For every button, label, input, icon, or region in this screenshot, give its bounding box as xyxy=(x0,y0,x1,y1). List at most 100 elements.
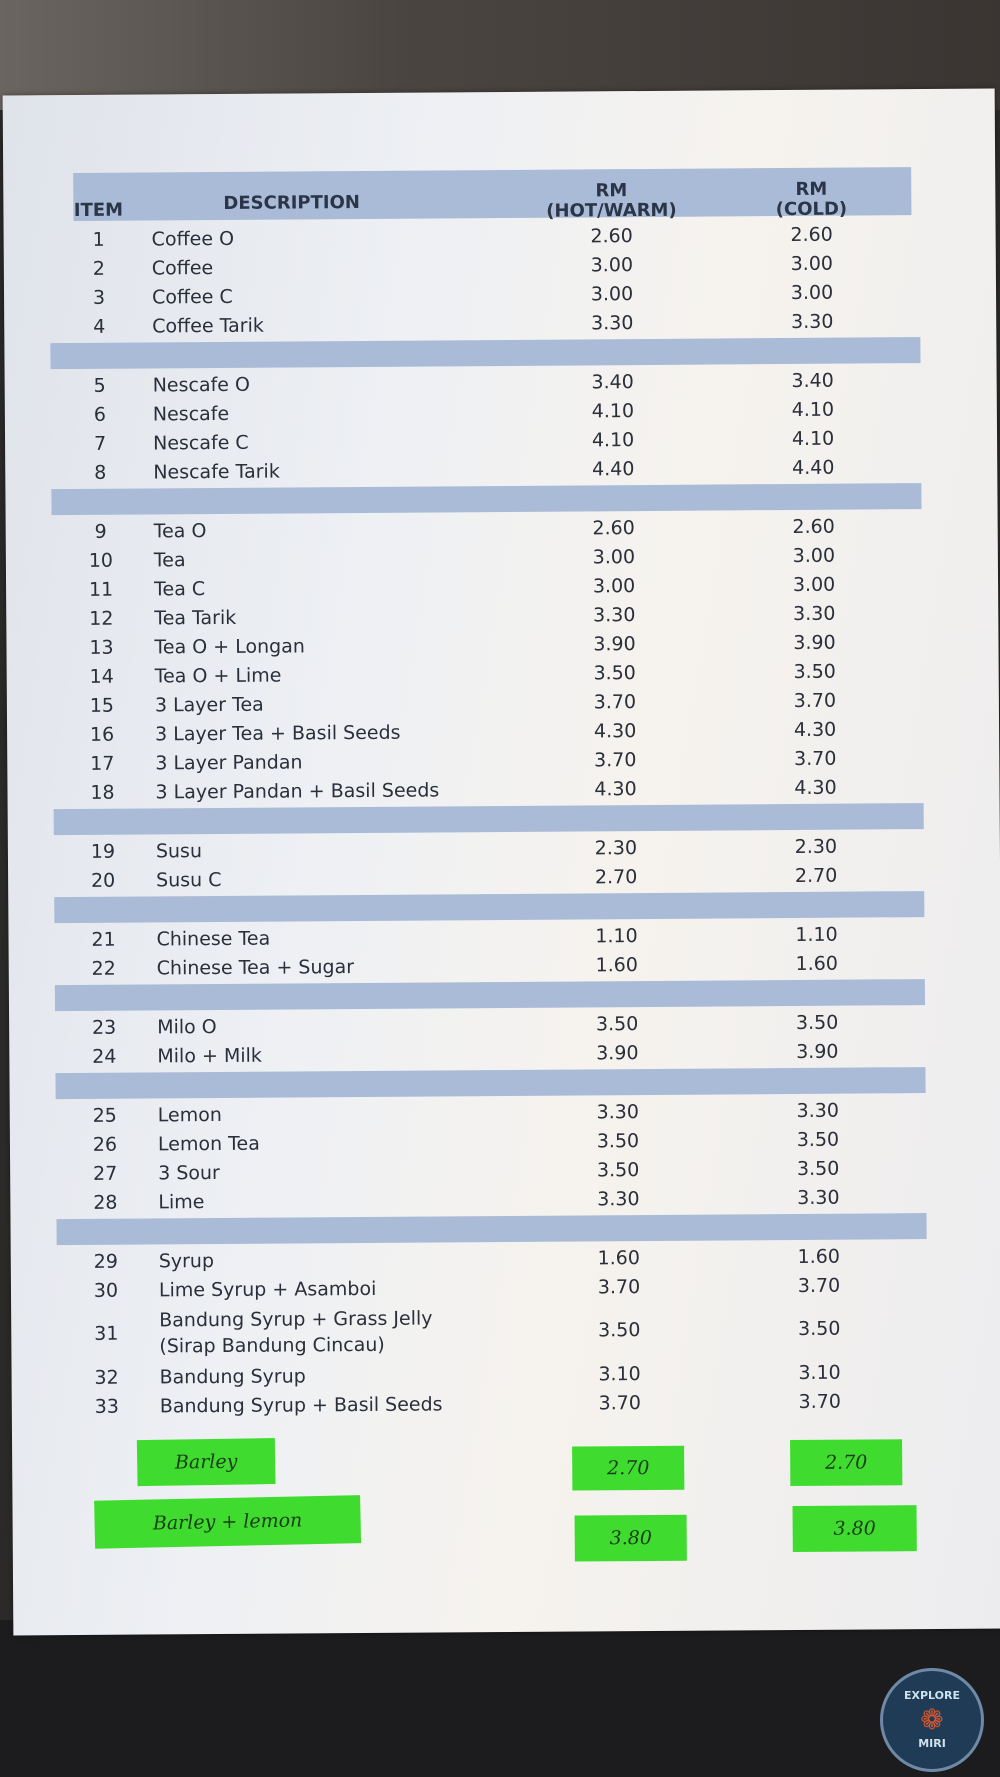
price-cold: 3.40 xyxy=(791,369,834,392)
price-hot: 3.10 xyxy=(598,1362,641,1385)
watermark-bottom-text: MIRI xyxy=(918,1737,946,1750)
item-description: Chinese Tea xyxy=(156,927,271,950)
section-divider xyxy=(51,483,922,516)
item-description: Milo + Milk xyxy=(157,1044,262,1067)
table-row: 22 Chinese Tea + Sugar 1.60 1.60 xyxy=(69,948,917,983)
price-cold: 2.60 xyxy=(790,223,833,246)
price-table: ITEM DESCRIPTION RM (HOT/WARM) RM (COLD) 1… xyxy=(50,157,927,1421)
item-description: 3 Sour xyxy=(158,1161,220,1184)
section-divider xyxy=(54,979,926,1012)
table-row: 18 3 Layer Pandan + Basil Seeds 4.30 4.30 xyxy=(67,772,915,807)
price-cold: 4.10 xyxy=(791,427,835,450)
price-cold: 3.30 xyxy=(797,1186,840,1209)
price-cold: 4.10 xyxy=(791,398,835,421)
item-number: 19 xyxy=(90,840,116,863)
price-cold: 3.30 xyxy=(791,310,834,333)
price-cold: 3.50 xyxy=(796,1157,840,1180)
item-number: 26 xyxy=(92,1133,118,1156)
item-description: Susu C xyxy=(156,868,222,891)
price-hot: 4.30 xyxy=(594,777,637,800)
price-hot: 3.90 xyxy=(593,632,636,655)
price-hot: 3.70 xyxy=(594,748,637,771)
item-number: 4 xyxy=(93,315,106,338)
header-hot-currency: RM xyxy=(595,180,628,202)
item-number: 27 xyxy=(92,1162,118,1185)
price-hot: 3.40 xyxy=(591,370,634,393)
section-divider xyxy=(54,891,925,924)
item-description: Lemon Tea xyxy=(157,1132,260,1155)
item-number: 14 xyxy=(89,665,114,688)
price-cold: 1.10 xyxy=(795,923,838,946)
table-row: 28 Lime 3.30 3.30 xyxy=(70,1182,918,1217)
item-number: 5 xyxy=(93,374,106,397)
item-description: Syrup xyxy=(158,1249,215,1272)
item-description: Bandung Syrup xyxy=(159,1364,306,1388)
item-number: 28 xyxy=(93,1191,118,1214)
item-description: Tea C xyxy=(154,577,206,600)
item-number: 21 xyxy=(91,928,116,951)
price-hot: 4.40 xyxy=(592,457,635,480)
item-name-local: (Sirap Bandung Cincau) xyxy=(159,1333,385,1358)
price-cold: 2.60 xyxy=(792,515,835,538)
header-hot-label: (HOT/WARM) xyxy=(546,199,677,222)
price-cold: 3.00 xyxy=(790,281,834,304)
price-hot: 3.50 xyxy=(593,661,636,684)
price-hot: 2.60 xyxy=(590,224,633,247)
item-description: Coffee xyxy=(151,256,214,279)
item-number: 9 xyxy=(94,520,107,543)
item-number: 31 xyxy=(94,1322,119,1345)
background-bottom xyxy=(0,1620,1000,1777)
price-cold: 4.30 xyxy=(794,776,837,799)
price-hot: 3.30 xyxy=(591,311,634,334)
item-number: 2 xyxy=(92,257,105,280)
header-cold-label: (COLD) xyxy=(775,198,848,221)
handwritten-item-barley: Barley xyxy=(136,1438,276,1487)
table-row: 33 Bandung Syrup + Basil Seeds 3.70 3.70 xyxy=(72,1386,920,1421)
watermark-logo: EXPLORE ❁ MIRI xyxy=(880,1668,984,1772)
price-hot: 3.50 xyxy=(595,1012,639,1035)
item-description: Nescafe C xyxy=(152,431,249,454)
item-number: 29 xyxy=(93,1250,118,1273)
item-number: 18 xyxy=(90,781,115,804)
item-description: Chinese Tea + Sugar xyxy=(156,955,355,979)
item-description: Milo O xyxy=(157,1015,217,1038)
item-number: 1 xyxy=(92,228,105,251)
price-hot: 1.10 xyxy=(595,924,638,947)
header-description: DESCRIPTION xyxy=(223,191,360,214)
item-description: Coffee C xyxy=(151,285,233,308)
price-hot: 3.90 xyxy=(596,1041,639,1064)
price-cold: 1.60 xyxy=(797,1245,840,1268)
price-cold: 4.30 xyxy=(793,718,837,741)
table-row: 31 Bandung Syrup + Grass Jelly (Sirap Band… xyxy=(71,1299,919,1363)
item-description: Lime xyxy=(158,1190,205,1213)
handwritten-price-cold: 3.80 xyxy=(792,1505,917,1553)
price-hot: 3.50 xyxy=(596,1158,640,1181)
price-cold: 3.00 xyxy=(792,544,836,567)
item-description: 3 Layer Pandan xyxy=(155,750,303,774)
item-description: Susu xyxy=(155,839,203,862)
item-description: Tea O xyxy=(153,519,207,542)
price-hot: 2.30 xyxy=(594,836,638,859)
price-cold: 4.40 xyxy=(792,456,835,479)
item-number: 3 xyxy=(92,286,106,309)
price-cold: 3.00 xyxy=(790,252,834,275)
table-row: 8 Nescafe Tarik 4.40 4.40 xyxy=(65,452,913,487)
price-cold: 3.50 xyxy=(793,660,836,683)
price-cold: 3.70 xyxy=(798,1390,842,1413)
price-cold: 3.90 xyxy=(793,631,836,654)
handwritten-price-hot: 2.70 xyxy=(572,1445,685,1491)
price-cold: 3.30 xyxy=(793,602,836,625)
item-number: 23 xyxy=(91,1016,117,1039)
table-header: ITEM DESCRIPTION RM (HOT/WARM) RM (COLD) xyxy=(63,157,912,225)
price-hot: 2.70 xyxy=(594,865,638,888)
menu-sheet: ITEM DESCRIPTION RM (HOT/WARM) RM (COLD) 1… xyxy=(2,88,1000,1636)
item-number: 10 xyxy=(88,549,114,572)
price-cold: 3.00 xyxy=(792,573,836,596)
item-number: 13 xyxy=(89,636,114,659)
price-hot: 2.60 xyxy=(592,516,635,539)
item-description: Nescafe O xyxy=(152,373,251,396)
item-description: Coffee O xyxy=(151,227,235,250)
header-item: ITEM xyxy=(73,199,124,221)
price-cold: 3.10 xyxy=(798,1361,841,1384)
item-number: 12 xyxy=(89,607,114,630)
